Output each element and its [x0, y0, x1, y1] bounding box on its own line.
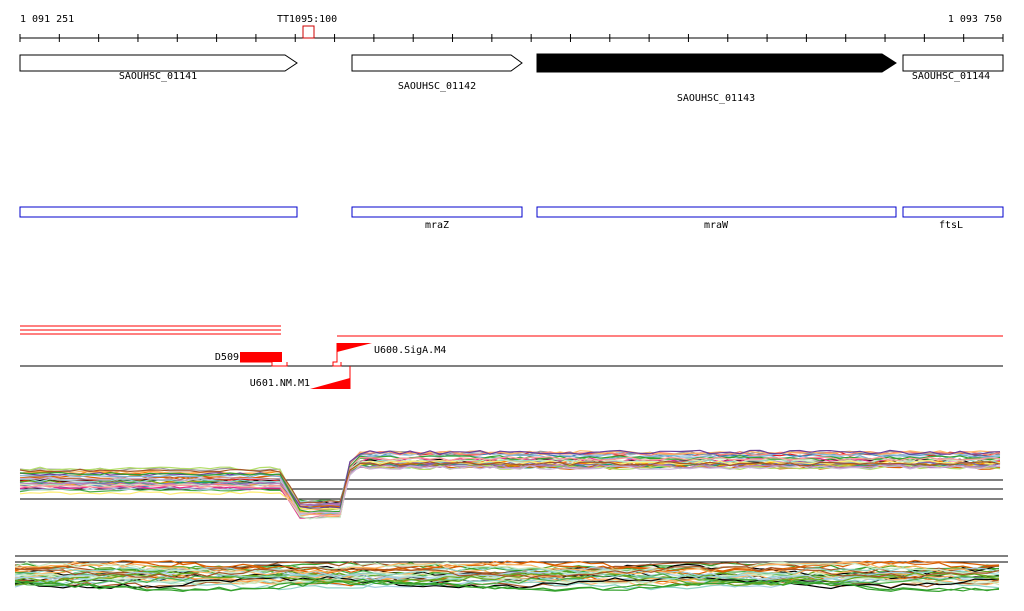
feature-D509-bracket	[240, 361, 288, 367]
expression-profile-line	[14, 578, 1000, 592]
feature-D509[interactable]	[240, 352, 282, 362]
expression-profile-line	[19, 461, 1001, 504]
expression-profile-line	[19, 449, 1001, 509]
expression-profile-line	[14, 566, 1000, 581]
gene-arrow-01144[interactable]	[902, 54, 1004, 72]
expression-profile-line	[19, 464, 1001, 515]
expression-profile-line	[19, 455, 1001, 513]
feature-track: D509 U600.SigA.M4 U601.NM.M1	[20, 325, 1003, 389]
expression-profile-line	[14, 565, 1000, 579]
gene-track: SAOUHSC_01141 SAOUHSC_01142 SAOUHSC_0114…	[19, 53, 1004, 104]
expression-track-2	[14, 555, 1008, 593]
gene-name-mraZ: mraZ	[425, 220, 449, 231]
ruler-start-label: 1 091 251	[20, 14, 74, 25]
gene-name-box-mraW[interactable]	[536, 206, 897, 218]
feature-label-U601: U601.NM.M1	[250, 378, 310, 389]
expression-profile-line	[14, 577, 1000, 591]
gene-arrow-01142[interactable]	[351, 54, 523, 72]
expression-track-1	[19, 449, 1003, 520]
coordinate-ruler: 1 091 251 1 093 750 TT1095:100	[19, 14, 1004, 42]
gene-label-01143: SAOUHSC_01143	[677, 93, 755, 104]
expression-profile-line	[14, 561, 1000, 576]
expression-profile-line	[19, 457, 1001, 520]
gene-name-box-ftsL[interactable]	[902, 206, 1004, 218]
expression-profile-line	[14, 576, 1000, 590]
expression-profile-line	[19, 450, 1000, 518]
expression-profile-line	[19, 454, 1001, 516]
feature-U600-bracket	[332, 343, 342, 367]
gene-arrow-01143[interactable]	[536, 53, 897, 73]
ruler-end-label: 1 093 750	[948, 14, 1002, 25]
gene-name-track: mraZ mraW ftsL	[19, 206, 1004, 231]
feature-U600[interactable]	[337, 343, 372, 352]
expression-profile-line	[19, 464, 1001, 510]
gene-label-01144: SAOUHSC_01144	[912, 71, 990, 82]
position-marker-label: TT1095:100	[277, 14, 337, 25]
feature-label-D509: D509	[215, 352, 239, 363]
expression-profile-line	[14, 561, 1000, 575]
feature-label-U600: U600.SigA.M4	[374, 345, 446, 356]
expression-profile-line	[14, 570, 1000, 584]
gene-name-mraW: mraW	[704, 220, 729, 231]
gene-label-01141: SAOUHSC_01141	[119, 71, 197, 82]
gene-name-box-01141[interactable]	[19, 206, 298, 218]
gene-name-box-mraZ[interactable]	[351, 206, 523, 218]
feature-U601[interactable]	[310, 378, 350, 389]
ruler-ticks	[19, 34, 1004, 42]
expression-profile-line	[19, 456, 1001, 516]
gene-label-01142: SAOUHSC_01142	[398, 81, 476, 92]
expression-profile-line	[14, 579, 1000, 593]
position-marker[interactable]	[302, 25, 315, 39]
gene-arrow-01141[interactable]	[19, 54, 298, 72]
gene-name-ftsL: ftsL	[939, 220, 963, 231]
